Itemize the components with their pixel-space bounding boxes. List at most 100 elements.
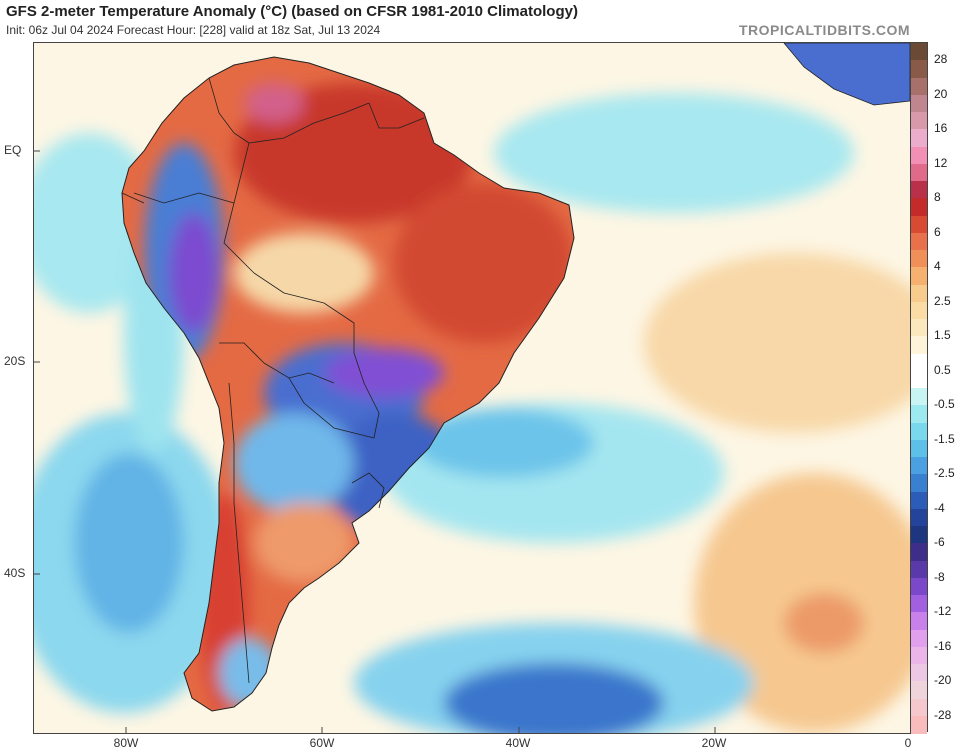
- colorbar-tick-label: -0.5: [934, 397, 955, 412]
- forecast-info: Init: 06z Jul 04 2024 Forecast Hour: [22…: [6, 23, 381, 37]
- colorbar-segment: [911, 163, 927, 182]
- warm-anomaly-pampas: [254, 503, 354, 583]
- brand-watermark: TROPICALTIDBITS.COM: [738, 22, 910, 38]
- colorbar-segment: [911, 336, 927, 355]
- very-hot-anomaly-venezuela: [244, 83, 304, 123]
- border-peru-bolivia: [219, 342, 265, 364]
- lon-label-20w: 20W: [701, 736, 727, 750]
- border-chile-argentina: [228, 382, 250, 684]
- border-guianas: [368, 102, 425, 129]
- colorbar-segment: [911, 112, 927, 130]
- colorbar-tick-label: 28: [934, 52, 948, 67]
- colorbar-tick-label: -1.5: [934, 431, 955, 446]
- colorbar-segment: [911, 526, 927, 544]
- colorbar-tick-label: -12: [934, 604, 952, 619]
- lon-label-40w: 40W: [505, 736, 531, 750]
- cool-anomaly-north-atlantic: [494, 93, 854, 213]
- colorbar-tick-label: 12: [934, 155, 948, 170]
- neutral-anomaly-bolivia: [234, 233, 374, 313]
- hot-anomaly-amazon: [234, 83, 474, 223]
- colorbar-tick-label: -16: [934, 638, 952, 653]
- colorbar-segment: [911, 284, 927, 303]
- colorbar-tick-label: 2.5: [934, 293, 951, 308]
- lon-label-80w: 80W: [113, 736, 139, 750]
- colorbar-segment: [911, 508, 927, 527]
- map-canvas: [34, 43, 910, 733]
- cool-anomaly-argentina: [234, 413, 354, 513]
- anomaly-map: [33, 42, 911, 734]
- colorbar-segment: [911, 405, 927, 424]
- colorbar-segment: [911, 388, 927, 406]
- colorbar-segment: [911, 543, 927, 562]
- lat-label-40s: 40S: [4, 566, 26, 580]
- colorbar-segment: [911, 60, 927, 79]
- colorbar-segment: [911, 715, 927, 734]
- colorbar-tick-label: 16: [934, 121, 948, 136]
- border-paraguay-brazil: [353, 352, 380, 439]
- warm-anomaly-south-atlantic: [644, 253, 910, 433]
- border-bolivia-brazil: [283, 292, 355, 353]
- colorbar-segment: [911, 439, 927, 458]
- colorbar-tick-label: -20: [934, 673, 952, 688]
- ocean-anomaly-layer: [34, 93, 910, 733]
- colorbar-segment: [911, 370, 927, 389]
- colorbar-segment: [911, 422, 927, 441]
- colorbar-segment: [911, 629, 927, 648]
- colorbar-tick-label: 4: [934, 259, 941, 274]
- colorbar-tick-label: 1.5: [934, 328, 951, 343]
- colorbar-tick-label: -4: [934, 500, 945, 515]
- colorbar-tick-label: -6: [934, 535, 945, 550]
- colorbar-tick-label: 20: [934, 86, 948, 101]
- colorbar-segment: [911, 250, 927, 268]
- colorbar-tick-label: 8: [934, 190, 941, 205]
- lon-label-60w: 60W: [309, 736, 335, 750]
- africa-coast: [783, 43, 910, 106]
- colorbar-segment: [911, 232, 927, 251]
- colorbar-tick-label: -2.5: [934, 466, 955, 481]
- colorbar-tick-label: 0.5: [934, 362, 951, 377]
- border-ecuador-peru: [121, 192, 145, 204]
- cold-anomaly-southeast-pacific: [74, 453, 184, 633]
- colorbar-segment: [911, 129, 927, 148]
- axis-ticks: [34, 150, 716, 733]
- cold-anomaly-south-atlantic: [414, 408, 594, 478]
- colorbar-segment: [911, 577, 927, 596]
- colorbar-segment: [911, 646, 927, 665]
- hot-anomaly-southwest-atlantic: [784, 593, 864, 653]
- lon-label-0: 0: [904, 736, 912, 750]
- colorbar-segment: [911, 198, 927, 217]
- colorbar-segment: [911, 612, 927, 631]
- colorbar-segment: [911, 595, 927, 613]
- lat-label-20s: 20S: [4, 354, 26, 368]
- colorbar-legend: [910, 42, 928, 734]
- south-america-coastline: [121, 56, 575, 712]
- colorbar-segment: [911, 43, 927, 61]
- border-uruguay: [351, 472, 385, 509]
- colorbar-segment: [911, 267, 927, 286]
- colorbar-segment: [911, 94, 927, 113]
- very-cold-anomaly-pantanal: [324, 348, 444, 398]
- border-colombia-venezuela: [208, 77, 250, 144]
- colorbar-segment: [911, 353, 927, 372]
- colorbar-segment: [911, 301, 927, 320]
- colorbar-segment: [911, 319, 927, 337]
- colorbar-tick-label: -28: [934, 707, 952, 722]
- border-venezuela-brazil: [248, 102, 370, 144]
- country-borders: [121, 77, 425, 684]
- colorbar-segment: [911, 77, 927, 96]
- colorbar-segment: [911, 457, 927, 475]
- border-bolivia-paraguay: [263, 362, 335, 384]
- colorbar-segment: [911, 664, 927, 682]
- colorbar-segment: [911, 681, 927, 700]
- very-cold-anomaly-southern-ocean: [444, 663, 664, 733]
- hot-anomaly-northeast-brazil: [394, 183, 574, 343]
- colorbar-segment: [911, 560, 927, 579]
- border-colombia-peru: [133, 142, 250, 204]
- colorbar-tick-label: 6: [934, 224, 941, 239]
- lat-label-eq: EQ: [4, 143, 22, 157]
- colorbar-segment: [911, 146, 927, 165]
- border-argentina-paraguay: [288, 377, 375, 439]
- colorbar-segment: [911, 181, 927, 199]
- map-title: GFS 2-meter Temperature Anomaly (°C) (ba…: [6, 3, 578, 20]
